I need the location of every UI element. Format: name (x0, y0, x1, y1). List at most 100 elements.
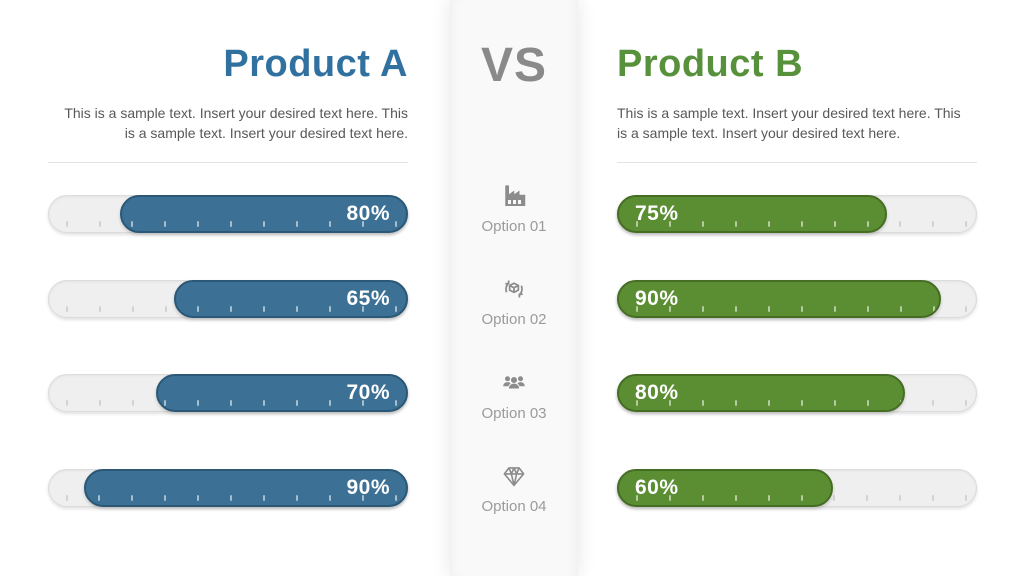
tick-mark (767, 221, 770, 227)
tick-mark (98, 306, 101, 312)
tick-mark (395, 221, 398, 227)
product-a-bar-value: 90% (346, 476, 390, 499)
tick-mark (899, 221, 902, 227)
tick-mark (98, 221, 101, 227)
product-a-bar-fill: 70% (156, 374, 408, 412)
factory-icon (499, 181, 529, 211)
product-a-bar-value: 80% (346, 202, 390, 225)
product-b-bar-fill: 90% (617, 280, 941, 318)
tick-mark (65, 221, 68, 227)
product-b-divider (617, 162, 977, 163)
product-b-panel: Product B This is a sample text. Insert … (617, 0, 977, 576)
product-a-panel: Product A This is a sample text. Insert … (48, 0, 408, 576)
tick-mark (932, 400, 935, 406)
product-a-bar-fill: 80% (120, 195, 408, 233)
versus-strip: VS Option 01 Option 02 Option 03 Optio (450, 0, 578, 576)
tick-mark (965, 400, 968, 406)
tick-mark (65, 495, 68, 501)
tick-mark (767, 495, 770, 501)
tick-mark (230, 400, 233, 406)
diamond-icon (499, 461, 529, 491)
tick-mark (899, 495, 902, 501)
tick-mark (900, 400, 903, 406)
tick-mark (933, 306, 936, 312)
product-a-bar-4: 90% (48, 469, 408, 507)
product-b-bar-value: 90% (635, 287, 679, 310)
product-b-bar-fill: 80% (617, 374, 905, 412)
tick-mark (196, 306, 199, 312)
tick-mark (867, 306, 870, 312)
tick-mark (196, 400, 199, 406)
product-b-title: Product B (617, 43, 804, 85)
tick-mark (65, 306, 68, 312)
product-b-bar-4: 60% (617, 469, 977, 507)
tick-mark (701, 306, 704, 312)
tick-mark (932, 221, 935, 227)
tick-mark (833, 495, 836, 501)
product-b-bar-value: 80% (635, 381, 679, 404)
tick-mark (395, 495, 398, 501)
tick-mark (230, 221, 233, 227)
product-a-bar-value: 65% (346, 287, 390, 310)
tick-mark (230, 495, 233, 501)
tick-mark (296, 221, 299, 227)
versus-option-label: Option 03 (481, 405, 547, 422)
tick-mark (932, 495, 935, 501)
tick-mark (734, 306, 737, 312)
tick-mark (395, 400, 398, 406)
tick-mark (701, 221, 704, 227)
tick-mark (164, 306, 167, 312)
tick-mark (263, 495, 266, 501)
tick-mark (196, 221, 199, 227)
tick-mark (65, 400, 68, 406)
tick-mark (263, 400, 266, 406)
tick-mark (395, 306, 398, 312)
product-b-description: This is a sample text. Insert your desir… (617, 105, 961, 141)
tick-mark (701, 495, 704, 501)
tick-mark (130, 221, 133, 227)
product-a-bar-value: 70% (346, 381, 390, 404)
product-b-bar-value: 75% (635, 202, 679, 225)
tick-mark (767, 400, 770, 406)
product-a-bar-fill: 90% (84, 469, 408, 507)
product-a-bar-fill: 65% (174, 280, 408, 318)
tick-mark (131, 400, 134, 406)
product-a-description: This is a sample text. Insert your desir… (64, 105, 408, 141)
tick-mark (329, 400, 332, 406)
tick-mark (701, 400, 704, 406)
tick-mark (131, 306, 134, 312)
tick-mark (230, 306, 233, 312)
tick-mark (834, 400, 837, 406)
tick-mark (163, 495, 166, 501)
versus-option-4: Option 04 (450, 461, 578, 515)
product-a-bar-2: 65% (48, 280, 408, 318)
team-icon (499, 368, 529, 398)
tick-mark (263, 306, 266, 312)
tick-mark (163, 221, 166, 227)
tick-mark (965, 495, 968, 501)
tick-mark (163, 400, 166, 406)
product-a-bar-3: 70% (48, 374, 408, 412)
versus-option-3: Option 03 (450, 368, 578, 422)
versus-option-label: Option 04 (481, 498, 547, 515)
versus-option-1: Option 01 (450, 181, 578, 235)
tick-mark (801, 306, 804, 312)
product-b-bar-fill: 75% (617, 195, 887, 233)
product-b-bar-fill: 60% (617, 469, 833, 507)
tick-mark (767, 306, 770, 312)
tick-mark (734, 495, 737, 501)
tick-mark (296, 306, 299, 312)
tick-mark (965, 306, 968, 312)
tick-mark (263, 221, 266, 227)
tick-mark (329, 306, 332, 312)
tick-mark (734, 221, 737, 227)
tick-mark (329, 221, 332, 227)
tick-mark (834, 221, 837, 227)
product-b-bar-2: 90% (617, 280, 977, 318)
tick-mark (801, 495, 804, 501)
product-b-bar-3: 80% (617, 374, 977, 412)
tick-mark (834, 306, 837, 312)
product-b-bar-1: 75% (617, 195, 977, 233)
tick-mark (900, 306, 903, 312)
